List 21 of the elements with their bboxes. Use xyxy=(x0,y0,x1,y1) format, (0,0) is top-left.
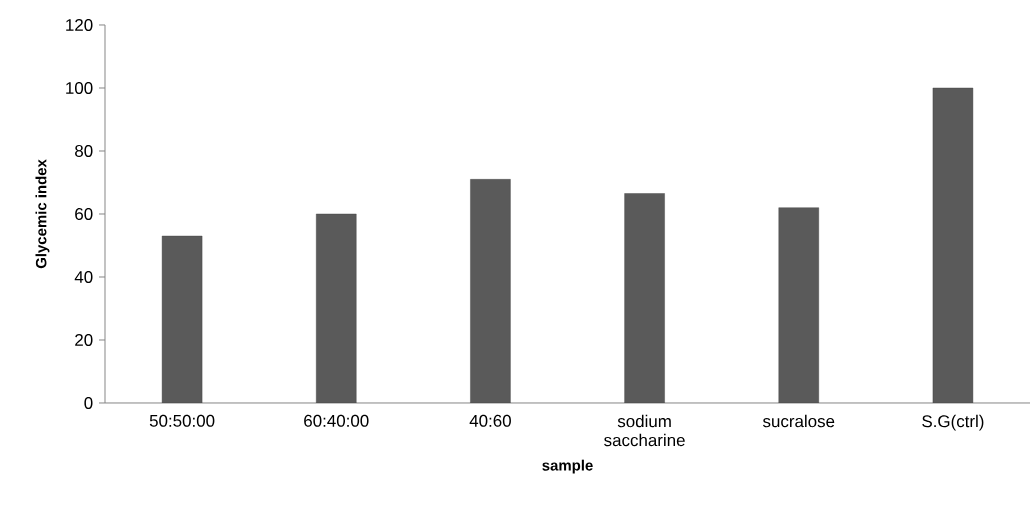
y-tick-label: 80 xyxy=(75,144,93,157)
y-tick-label: 0 xyxy=(84,396,93,409)
y-tick-label: 40 xyxy=(74,270,93,283)
y-tick-label: 20 xyxy=(75,333,93,346)
bar xyxy=(932,87,974,403)
x-tick-label: sodium saccharine xyxy=(604,414,685,447)
x-tick-label: 60:40:00 xyxy=(304,414,369,427)
bar xyxy=(624,193,665,403)
bar xyxy=(470,179,511,403)
y-tick-label: 120 xyxy=(66,18,93,31)
x-axis-title: sample xyxy=(542,459,593,474)
x-tick-label: 40:60 xyxy=(469,414,511,427)
x-tick-label: sucralose xyxy=(762,414,835,428)
y-tick-label: 100 xyxy=(66,81,93,94)
bar xyxy=(316,213,357,403)
y-tick-label: 60 xyxy=(75,207,93,220)
bar xyxy=(778,207,819,403)
y-axis-title: Glycemic index xyxy=(35,159,50,269)
bar xyxy=(161,235,203,403)
x-tick-label: 50:50:00 xyxy=(149,414,215,427)
x-tick-label: S.G(ctrl) xyxy=(922,414,984,431)
